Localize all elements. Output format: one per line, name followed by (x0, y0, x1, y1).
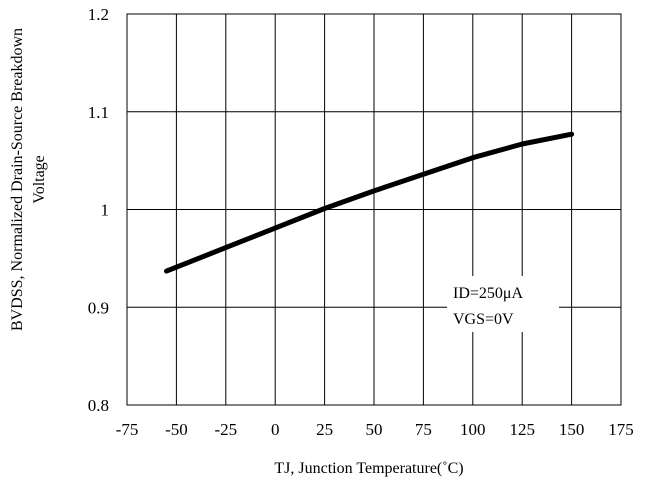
x-tick-label: -50 (165, 420, 188, 439)
annotation-line-1: ID=250μA (453, 285, 523, 302)
x-tick-label: -25 (214, 420, 237, 439)
y-tick-label: 1.2 (88, 5, 109, 24)
x-tick-label: 125 (509, 420, 535, 439)
y-axis-title-line-2: Voltage (31, 155, 48, 204)
x-tick-label: 25 (316, 420, 333, 439)
y-tick-label: 1 (101, 201, 110, 220)
x-tick-label: 150 (559, 420, 585, 439)
x-tick-label: 0 (271, 420, 280, 439)
y-tick-label: 0.9 (88, 298, 109, 317)
x-tick-label: 50 (366, 420, 383, 439)
x-axis-title: TJ, Junction Temperature(˚C) (274, 460, 463, 477)
series-layer (164, 131, 575, 274)
annotation-box: ID=250μA VGS=0V (447, 276, 559, 332)
series-line (164, 131, 575, 274)
y-axis-title: BVDSS, Normalized Drain-Source Breakdown… (9, 28, 48, 331)
annotation-line-2: VGS=0V (453, 311, 514, 328)
y-tick-label: 1.1 (88, 103, 109, 122)
x-tick-label: 175 (608, 420, 634, 439)
x-tick-label: 100 (460, 420, 486, 439)
tick-labels: -75 -50 -25 0 25 50 75 100 125 150 175 0.8 0.9 1 1.1 1.… (88, 5, 634, 439)
plot-frame (126, 13, 622, 406)
y-axis-title-line-1: BVDSS, Normalized Drain-Source Breakdown (9, 28, 26, 331)
x-tick-label: 75 (415, 420, 432, 439)
y-tick-label: 0.8 (88, 396, 109, 415)
x-tick-label: -75 (116, 420, 139, 439)
annotation-background (447, 276, 559, 332)
